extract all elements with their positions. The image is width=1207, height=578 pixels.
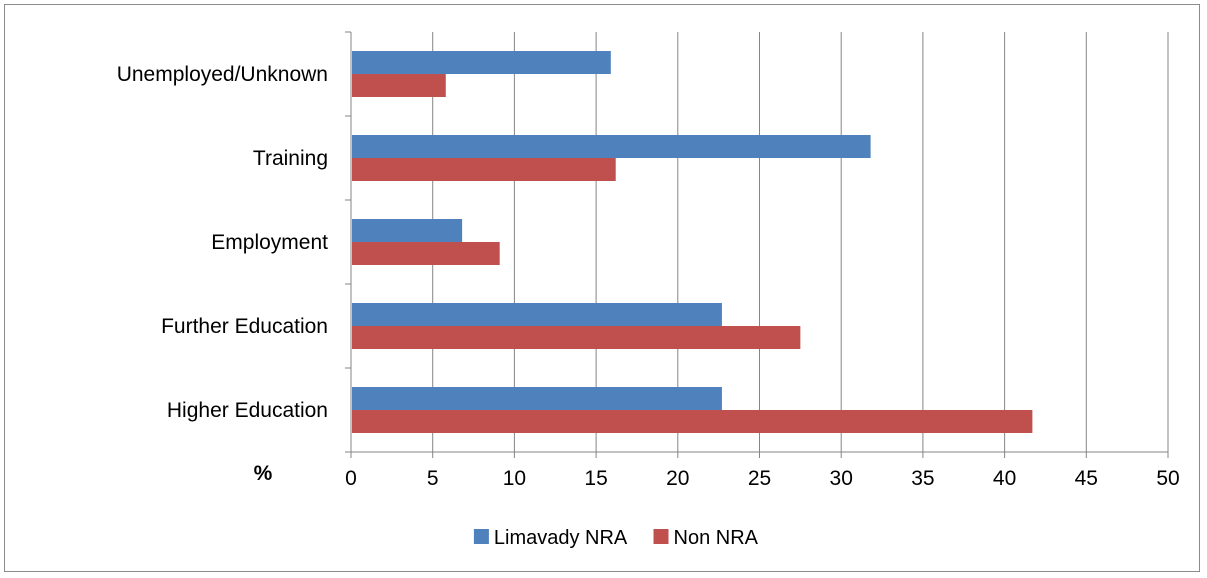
- bar-limavady-nra: [352, 135, 871, 158]
- category-label: Higher Education: [167, 399, 328, 422]
- x-tick-label: 50: [1156, 467, 1179, 490]
- x-axis-unit-label: %: [254, 462, 273, 485]
- x-tick-label: 45: [1075, 467, 1098, 490]
- x-tick-label: 5: [427, 467, 439, 490]
- labels: 0 5 10 15 20 25 30 35 40 45 50 Higher Education Furt…: [117, 63, 1180, 490]
- x-tick-label: 40: [993, 467, 1016, 490]
- x-tick-label: 10: [503, 467, 526, 490]
- x-tick-label: 25: [748, 467, 771, 490]
- legend: Limavady NRA Non NRA: [473, 527, 759, 549]
- bar-non-nra: [352, 326, 801, 349]
- x-tick-label: 30: [830, 467, 853, 490]
- bar-limavady-nra: [352, 219, 463, 242]
- x-tick-label: 15: [584, 467, 607, 490]
- category-label: Further Education: [161, 315, 328, 338]
- x-tick-label: 20: [666, 467, 689, 490]
- category-label: Employment: [211, 231, 328, 254]
- bar-limavady-nra: [352, 303, 722, 326]
- bar-limavady-nra: [352, 51, 611, 74]
- axes: [345, 31, 1169, 458]
- x-tick-label: 35: [911, 467, 934, 490]
- category-label: Unemployed/Unknown: [117, 63, 328, 86]
- bar-limavady-nra: [352, 387, 722, 410]
- bar-non-nra: [352, 74, 446, 97]
- bar-non-nra: [352, 410, 1033, 433]
- gridlines: [432, 32, 1169, 452]
- chart-frame: [4, 4, 1200, 572]
- x-tick-label: 0: [345, 467, 357, 490]
- legend-label-non-nra: Non NRA: [674, 527, 759, 549]
- category-label: Training: [253, 147, 328, 170]
- legend-swatch-limavady-nra: [473, 529, 489, 544]
- bar-non-nra: [352, 242, 500, 265]
- legend-swatch-non-nra: [653, 529, 669, 544]
- bars: [352, 51, 1033, 433]
- bar-non-nra: [352, 158, 616, 181]
- legend-label-limavady-nra: Limavady NRA: [494, 527, 628, 549]
